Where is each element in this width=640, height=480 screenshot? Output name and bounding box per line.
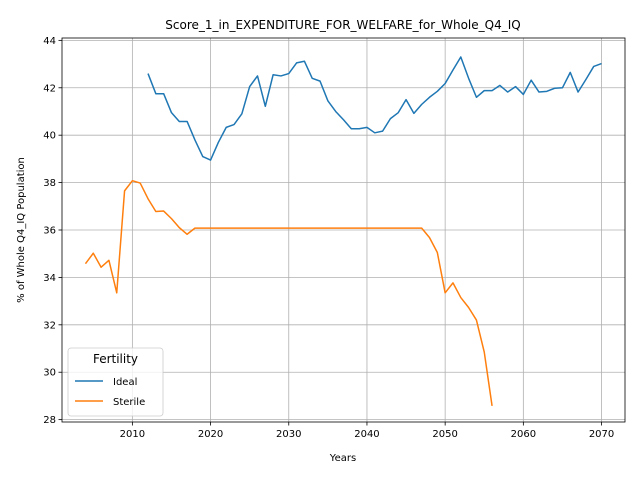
legend-label-ideal: Ideal xyxy=(113,377,137,388)
legend-box xyxy=(67,347,164,417)
y-tick-label: 42 xyxy=(43,83,56,94)
x-axis-label: Years xyxy=(329,453,356,464)
x-tick-label: 2020 xyxy=(198,429,223,440)
series-lines xyxy=(84,56,602,406)
y-tick-label: 32 xyxy=(43,320,56,331)
y-tick-label: 28 xyxy=(43,415,56,426)
chart-title: Score_1_in_EXPENDITURE_FOR_WELFARE_for_W… xyxy=(165,18,520,32)
y-axis-label: % of Whole Q4_IQ Population xyxy=(16,157,27,303)
series-line-ideal xyxy=(147,56,602,161)
legend: Fertility Ideal Sterile xyxy=(67,347,164,417)
x-tick-label: 2060 xyxy=(511,429,536,440)
y-tick-label: 44 xyxy=(43,36,56,47)
x-tick-label: 2050 xyxy=(432,429,457,440)
x-tick-label: 2010 xyxy=(120,429,145,440)
legend-label-sterile: Sterile xyxy=(113,397,145,408)
y-axis-ticks: 28 30 32 34 36 38 40 42 44 xyxy=(43,36,62,426)
y-tick-label: 30 xyxy=(43,368,56,379)
y-tick-label: 40 xyxy=(43,131,56,142)
legend-title: Fertility xyxy=(93,352,138,366)
y-tick-label: 34 xyxy=(43,273,56,284)
x-tick-label: 2040 xyxy=(354,429,379,440)
y-tick-label: 38 xyxy=(43,178,56,189)
y-tick-label: 36 xyxy=(43,226,56,237)
x-tick-label: 2030 xyxy=(276,429,301,440)
series-line-sterile xyxy=(84,179,493,406)
x-tick-label: 2070 xyxy=(589,429,614,440)
x-axis-ticks: 2010 2020 2030 2040 2050 2060 2070 xyxy=(120,422,614,440)
